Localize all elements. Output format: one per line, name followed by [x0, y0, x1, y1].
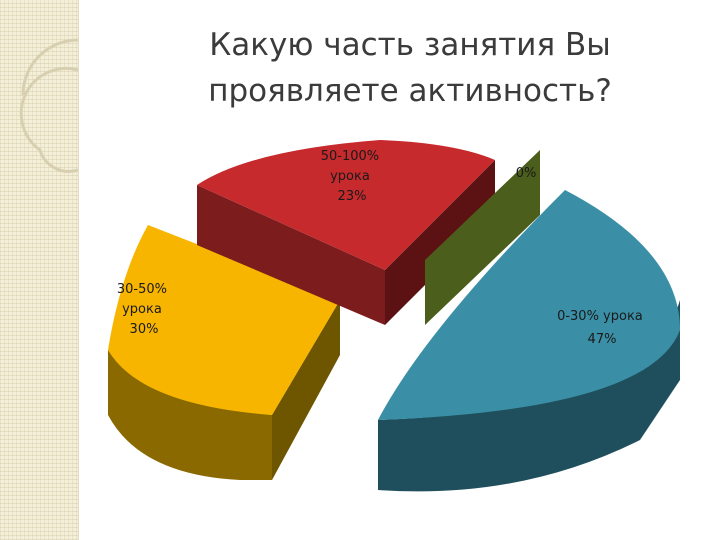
label-0-30: 0-30% урока 47% [557, 309, 647, 347]
slice-50-100 [197, 140, 495, 325]
decorative-side-strip [0, 0, 79, 540]
slice-0-30 [378, 190, 680, 492]
chart-title: Какую часть занятия Вы проявляете активн… [208, 27, 612, 109]
slice-30-50 [108, 225, 340, 480]
decorative-swirl [19, 38, 78, 173]
label-0: 0% [516, 166, 537, 181]
label-50-100: 50-100% урока 23% [321, 149, 384, 204]
label-30-50: 30-50% урока 30% [117, 282, 171, 337]
slice-0 [425, 150, 540, 325]
